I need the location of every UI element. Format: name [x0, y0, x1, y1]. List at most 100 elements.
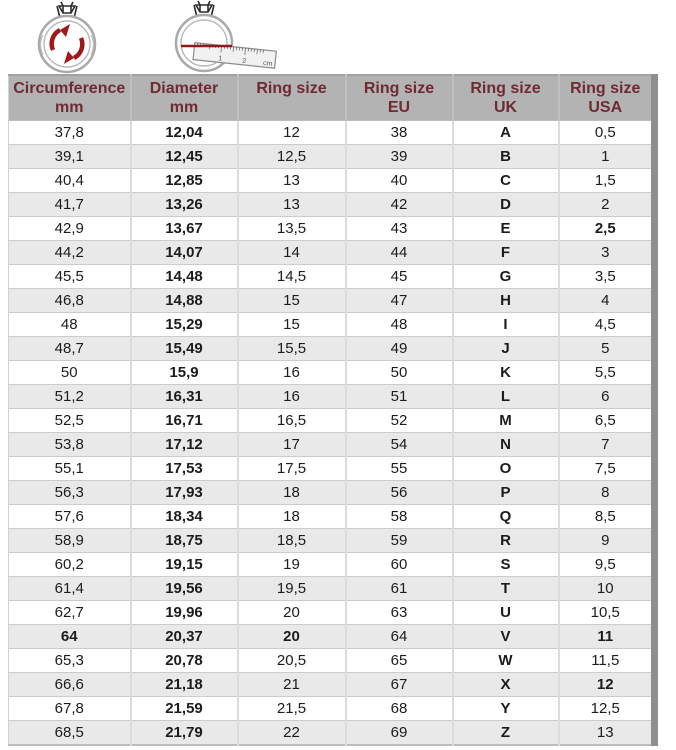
cell-circumference-mm: 51,2: [8, 384, 131, 409]
ruler-unit-cm: cm: [263, 60, 273, 68]
cell-diameter-mm: 18,34: [129, 504, 238, 529]
cell-ring-size-uk: O: [451, 456, 559, 481]
header-unit: USA: [588, 99, 623, 116]
cell-ring-size-usa: 9: [557, 528, 655, 553]
cell-diameter-mm: 15,49: [129, 336, 238, 361]
cell-ring-size-uk: R: [451, 528, 559, 553]
cell-diameter-mm: 20,37: [129, 624, 238, 649]
cell-diameter-mm: 13,26: [129, 192, 238, 217]
table-row: 62,7 19,96 20 63 U 10,5: [8, 600, 655, 625]
cell-ring-size: 17,5: [236, 456, 346, 481]
cell-diameter-mm: 16,31: [129, 384, 238, 409]
cell-ring-size-uk: Q: [451, 504, 559, 529]
cell-ring-size-eu: 52: [344, 408, 453, 433]
ring-diameter-svg: 1 2 cm: [174, 0, 278, 73]
cell-circumference-mm: 56,3: [8, 480, 131, 505]
cell-ring-size-uk: N: [451, 432, 559, 457]
cell-ring-size-uk: A: [451, 120, 559, 145]
table-row: 51,2 16,31 16 51 L 6: [8, 384, 655, 409]
cell-ring-size-usa: 6,5: [557, 408, 655, 433]
cell-ring-size-usa: 4: [557, 288, 655, 313]
cell-ring-size-usa: 7,5: [557, 456, 655, 481]
cell-diameter-mm: 15,29: [129, 312, 238, 337]
cell-ring-size: 13: [236, 192, 346, 217]
cell-ring-size-eu: 48: [344, 312, 453, 337]
cell-ring-size: 12,5: [236, 144, 346, 169]
cell-ring-size-usa: 11: [557, 624, 655, 649]
cell-ring-size-eu: 44: [344, 240, 453, 265]
cell-ring-size-eu: 69: [344, 720, 453, 745]
cell-ring-size-usa: 1,5: [557, 168, 655, 193]
cell-circumference-mm: 67,8: [8, 696, 131, 721]
cell-ring-size-eu: 43: [344, 216, 453, 241]
cell-ring-size-eu: 47: [344, 288, 453, 313]
cell-circumference-mm: 55,1: [8, 456, 131, 481]
table-row: 37,8 12,04 12 38 A 0,5: [8, 120, 655, 145]
cell-circumference-mm: 57,6: [8, 504, 131, 529]
table-row: 48,7 15,49 15,5 49 J 5: [8, 336, 655, 361]
cell-ring-size-usa: 8: [557, 480, 655, 505]
table-row: 44,2 14,07 14 44 F 3: [8, 240, 655, 265]
cell-ring-size-eu: 58: [344, 504, 453, 529]
header-ring-size: Ring size: [236, 75, 346, 121]
header-label: Ring size: [256, 80, 327, 97]
cell-ring-size-usa: 11,5: [557, 648, 655, 673]
cell-ring-size-usa: 9,5: [557, 552, 655, 577]
table-row: 55,1 17,53 17,5 55 O 7,5: [8, 456, 655, 481]
header-label: Diameter: [149, 80, 219, 97]
cell-ring-size-usa: 10: [557, 576, 655, 601]
cell-ring-size-eu: 45: [344, 264, 453, 289]
cell-ring-size-eu: 40: [344, 168, 453, 193]
cell-diameter-mm: 19,15: [129, 552, 238, 577]
table-row: 53,8 17,12 17 54 N 7: [8, 432, 655, 457]
cell-ring-size-eu: 39: [344, 144, 453, 169]
cell-ring-size-uk: X: [451, 672, 559, 697]
cell-ring-size-uk: L: [451, 384, 559, 409]
cell-ring-size-usa: 1: [557, 144, 655, 169]
cell-circumference-mm: 45,5: [8, 264, 131, 289]
cell-circumference-mm: 44,2: [8, 240, 131, 265]
cell-ring-size: 16: [236, 384, 346, 409]
cell-ring-size-uk: H: [451, 288, 559, 313]
cell-diameter-mm: 12,85: [129, 168, 238, 193]
cell-ring-size-eu: 56: [344, 480, 453, 505]
cell-diameter-mm: 17,93: [129, 480, 238, 505]
cell-circumference-mm: 65,3: [8, 648, 131, 673]
measurement-icons-bar: 1 2 cm: [0, 0, 676, 74]
header-unit: mm: [169, 99, 199, 116]
cell-ring-size-uk: U: [451, 600, 559, 625]
cell-ring-size: 12: [236, 120, 346, 145]
cell-ring-size: 16: [236, 360, 346, 385]
cell-diameter-mm: 13,67: [129, 216, 238, 241]
cell-circumference-mm: 68,5: [8, 720, 131, 745]
cell-ring-size-uk: J: [451, 336, 559, 361]
cell-ring-size: 22: [236, 720, 346, 745]
header-label: Ring size: [570, 80, 641, 97]
cell-ring-size-usa: 10,5: [557, 600, 655, 625]
cell-circumference-mm: 62,7: [8, 600, 131, 625]
header-ring-size-uk: Ring size UK: [451, 75, 559, 121]
table-row: 50 15,9 16 50 K 5,5: [8, 360, 655, 385]
header-unit: UK: [493, 99, 518, 116]
header-label: Ring size: [470, 80, 541, 97]
cell-diameter-mm: 12,45: [129, 144, 238, 169]
cell-ring-size-uk: M: [451, 408, 559, 433]
table-row: 65,3 20,78 20,5 65 W 11,5: [8, 648, 655, 673]
cell-ring-size-uk: Y: [451, 696, 559, 721]
cell-diameter-mm: 21,18: [129, 672, 238, 697]
ring-diameter-icon: 1 2 cm: [156, 0, 286, 79]
cell-diameter-mm: 14,88: [129, 288, 238, 313]
cell-ring-size: 16,5: [236, 408, 346, 433]
cell-ring-size-usa: 6: [557, 384, 655, 409]
cell-ring-size-uk: T: [451, 576, 559, 601]
cell-ring-size-eu: 64: [344, 624, 453, 649]
cell-ring-size: 14,5: [236, 264, 346, 289]
table-header: Circumference mm Diameter mm Ring size R…: [8, 75, 655, 121]
cell-ring-size: 18,5: [236, 528, 346, 553]
cell-circumference-mm: 40,4: [8, 168, 131, 193]
table-row: 64 20,37 20 64 V 11: [8, 624, 655, 649]
cell-ring-size: 19: [236, 552, 346, 577]
cell-ring-size: 20: [236, 624, 346, 649]
cell-ring-size-uk: Z: [451, 720, 559, 745]
cell-diameter-mm: 21,59: [129, 696, 238, 721]
